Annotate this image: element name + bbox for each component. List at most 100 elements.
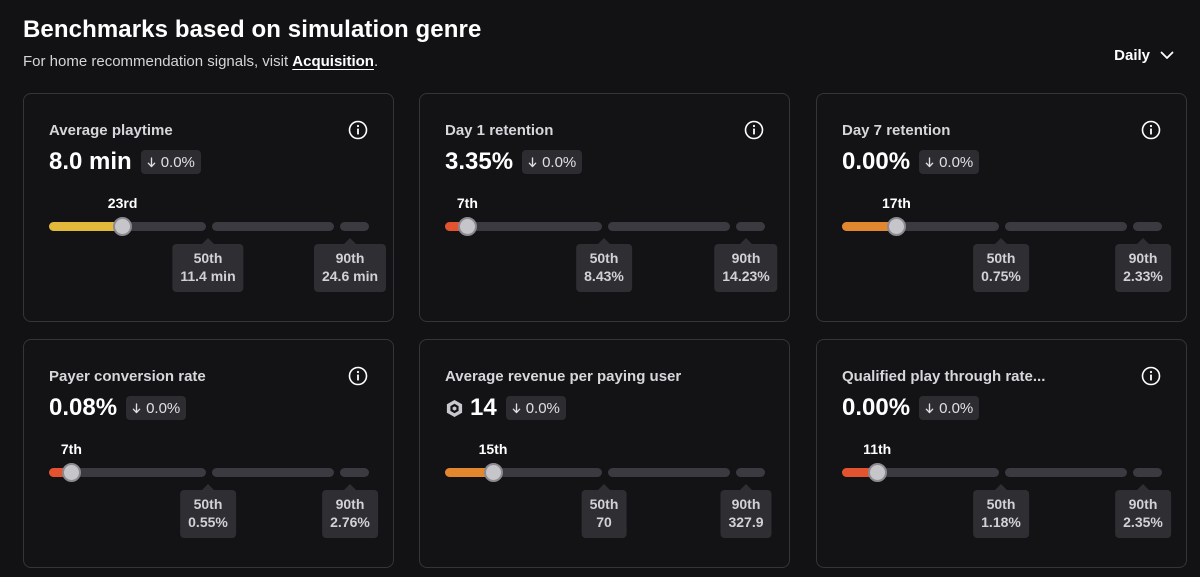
p50-box: 50th 1.18% — [973, 490, 1029, 538]
card-title: Average revenue per paying user — [445, 368, 682, 385]
benchmark-card: Average playtime 8.0 min 0.0% 23rd 50th 11.4 … — [23, 93, 394, 322]
p90-value: 2.76% — [330, 514, 370, 530]
p50-marker — [202, 484, 214, 490]
p90-label: 90th — [1128, 250, 1158, 266]
metric-value: 0.00% — [842, 394, 911, 421]
rank-label: 15th — [478, 441, 508, 457]
percentile-track-segment — [445, 468, 602, 477]
p90-box: 90th 24.6 min — [313, 244, 387, 292]
benchmark-card: Day 7 retention 0.00% 0.0% 17th 50th 0.75% 90t… — [816, 93, 1187, 322]
p50-value: 0.55% — [188, 514, 228, 530]
p90-label: 90th — [335, 250, 365, 266]
percentile-track-segment — [1005, 468, 1127, 477]
p50-box: 50th 11.4 min — [172, 244, 244, 292]
percentile-track-segment — [212, 468, 334, 477]
period-value: Daily — [1114, 47, 1150, 64]
p90-marker — [1137, 484, 1149, 490]
delta-badge: 0.0% — [126, 396, 187, 420]
value-row: 0.00% 0.0% — [842, 392, 980, 424]
percentile-knob — [483, 463, 503, 482]
p50-marker — [995, 238, 1007, 244]
percentile-track-segment — [1133, 222, 1162, 231]
page-title: Benchmarks based on simulation genre — [23, 16, 482, 43]
subtitle-period: . — [373, 53, 379, 70]
benchmark-card: Qualified play through rate... 0.00% 0.0% 1… — [816, 339, 1187, 568]
p50-marker — [598, 484, 610, 490]
card-title: Qualified play through rate... — [842, 368, 1046, 385]
chevron-down-icon — [1160, 51, 1174, 59]
arrow-down-icon — [925, 156, 934, 168]
info-icon[interactable] — [1141, 366, 1161, 386]
p90-marker — [740, 484, 752, 490]
percentile-track-segment — [445, 222, 602, 231]
arrow-down-icon — [528, 156, 537, 168]
percentile-track-segment — [340, 222, 369, 231]
p90-label: 90th — [731, 250, 761, 266]
delta-value: 0.0% — [146, 399, 181, 417]
p90-label: 90th — [1128, 496, 1158, 512]
p50-value: 8.43% — [584, 268, 624, 284]
p90-label: 90th — [335, 496, 365, 512]
value-row: 3.35% 0.0% — [445, 146, 583, 178]
arrow-down-icon — [132, 402, 141, 414]
p90-box: 90th 327.9 — [720, 490, 772, 538]
p50-value: 70 — [596, 514, 612, 530]
value-row: 14 0.0% — [445, 392, 566, 424]
p90-box: 90th 14.23% — [714, 244, 778, 292]
p50-value: 11.4 min — [180, 268, 236, 284]
delta-badge: 0.0% — [522, 150, 583, 174]
metric-value: 8.0 min — [49, 148, 132, 175]
benchmark-card: Payer conversion rate 0.08% 0.0% 7th 50th 0.5… — [23, 339, 394, 568]
p50-value: 0.75% — [981, 268, 1021, 284]
arrow-down-icon — [925, 402, 934, 414]
percentile-track-segment — [1005, 222, 1127, 231]
p90-box: 90th 2.76% — [322, 490, 378, 538]
page-subtitle: For home recommendation signals, visit A… — [23, 53, 378, 70]
rank-label: 7th — [456, 195, 478, 211]
info-icon[interactable] — [744, 120, 764, 140]
info-icon[interactable] — [348, 120, 368, 140]
rank-label: 7th — [60, 441, 82, 457]
acquisition-link[interactable]: Acquisition — [292, 53, 374, 70]
p90-label: 90th — [731, 496, 761, 512]
delta-value: 0.0% — [939, 399, 974, 417]
percentile-fill — [49, 468, 72, 477]
p90-value: 327.9 — [728, 514, 764, 530]
card-title: Average playtime — [49, 122, 173, 139]
percentile-track-segment — [736, 468, 765, 477]
robux-icon — [445, 399, 463, 418]
period-dropdown[interactable]: Daily — [1114, 47, 1174, 64]
p90-marker — [344, 238, 356, 244]
p50-label: 50th — [986, 250, 1016, 266]
delta-value: 0.0% — [939, 153, 974, 171]
percentile-knob — [61, 463, 81, 482]
percentile-track-segment — [340, 468, 369, 477]
percentile-track-segment — [736, 222, 765, 231]
p90-marker — [344, 484, 356, 490]
p90-marker — [740, 238, 752, 244]
percentile-track-segment — [212, 222, 334, 231]
benchmark-card: Day 1 retention 3.35% 0.0% 7th 50th 8.43% 90th… — [419, 93, 790, 322]
metric-value: 0.08% — [49, 394, 118, 421]
delta-badge: 0.0% — [140, 150, 201, 174]
percentile-track-segment — [608, 468, 730, 477]
delta-badge: 0.0% — [505, 396, 566, 420]
p50-label: 50th — [193, 250, 223, 266]
metric-value: 3.35% — [445, 148, 514, 175]
subtitle-text: For home recommendation signals, visit — [23, 53, 293, 70]
arrow-down-icon — [512, 402, 521, 414]
p90-box: 90th 2.35% — [1115, 490, 1171, 538]
p50-box: 50th 0.75% — [973, 244, 1029, 292]
percentile-fill — [49, 222, 123, 231]
percentile-knob — [457, 217, 477, 236]
info-icon[interactable] — [348, 366, 368, 386]
percentile-track-segment — [49, 468, 206, 477]
value-row: 8.0 min 0.0% — [49, 146, 201, 178]
p90-value: 2.35% — [1123, 514, 1163, 530]
percentile-track-segment — [842, 222, 999, 231]
delta-value: 0.0% — [160, 153, 195, 171]
delta-value: 0.0% — [525, 399, 560, 417]
p90-value: 14.23% — [722, 268, 770, 284]
info-icon[interactable] — [1141, 120, 1161, 140]
